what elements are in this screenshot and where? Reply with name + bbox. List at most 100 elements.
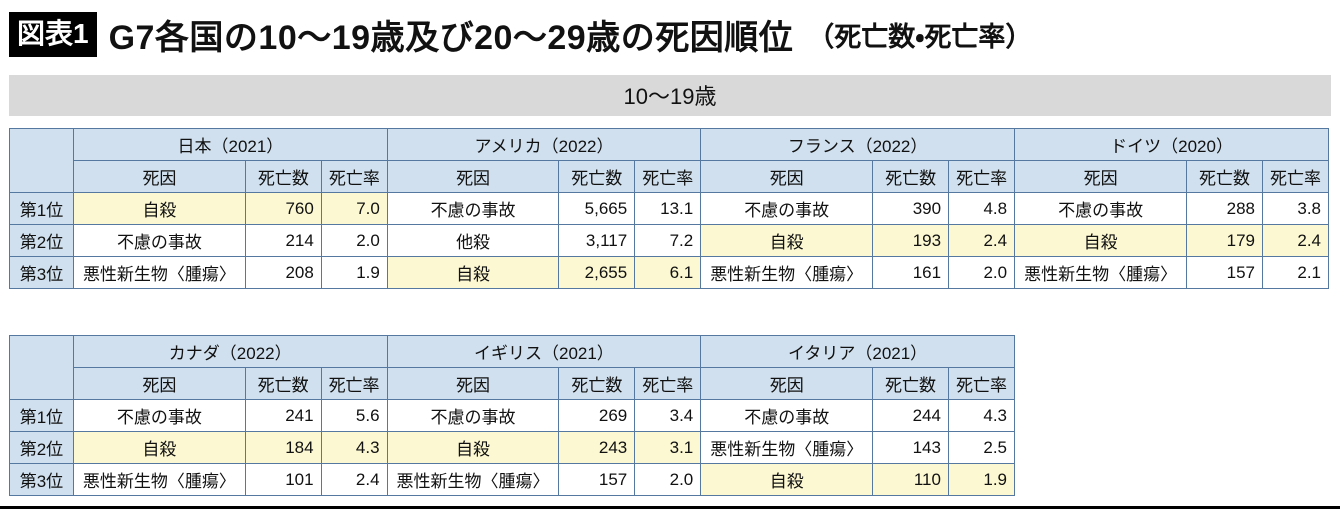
table-row: 第1位 自殺 760 7.0 不慮の事故 5,665 13.1 不慮の事故 390 4.8 不慮の事… xyxy=(9,192,1330,225)
deaths-cell: 101 xyxy=(244,463,322,496)
rank-corner-cell xyxy=(9,335,74,400)
section-header-age-10-19: 10〜19歳 xyxy=(9,75,1331,116)
deaths-cell: 5,665 xyxy=(558,192,636,225)
rate-cell: 2.0 xyxy=(634,463,702,496)
cause-column-header: 死因 xyxy=(700,160,874,193)
rank-label: 第2位 xyxy=(9,224,74,257)
cause-cell: 自殺 xyxy=(1014,224,1188,257)
figure-title-suffix: （死亡数・死亡率） xyxy=(807,22,1033,52)
rate-column-header: 死亡率 xyxy=(947,367,1016,400)
rate-cell: 4.3 xyxy=(947,399,1016,432)
deaths-cell: 157 xyxy=(1186,256,1263,289)
rate-cell: 7.0 xyxy=(320,192,388,225)
cause-cell: 他殺 xyxy=(386,224,560,257)
rate-cell: 2.1 xyxy=(1261,256,1330,289)
rate-cell: 4.3 xyxy=(320,431,388,464)
cause-column-header: 死因 xyxy=(72,160,246,193)
deaths-cell: 3,117 xyxy=(558,224,636,257)
deaths-cell: 161 xyxy=(872,256,950,289)
bottom-divider xyxy=(0,506,1340,509)
country-header: イタリア（2021） xyxy=(700,335,1015,368)
rate-column-header: 死亡率 xyxy=(320,367,388,400)
cause-cell: 不慮の事故 xyxy=(72,399,246,432)
rate-cell: 2.5 xyxy=(947,431,1016,464)
deaths-cell: 214 xyxy=(244,224,322,257)
table-row: 第2位 不慮の事故 214 2.0 他殺 3,117 7.2 自殺 193 2.4 自殺 179 2.4 xyxy=(9,224,1330,257)
deaths-cell: 390 xyxy=(872,192,950,225)
deaths-cell: 269 xyxy=(558,399,636,432)
rate-cell: 1.9 xyxy=(947,463,1016,496)
cause-cell: 不慮の事故 xyxy=(700,399,874,432)
cause-cell: 自殺 xyxy=(72,192,246,225)
cause-cell: 自殺 xyxy=(386,256,560,289)
cause-cell: 不慮の事故 xyxy=(1014,192,1188,225)
cause-column-header: 死因 xyxy=(386,160,560,193)
rate-cell: 2.4 xyxy=(320,463,388,496)
rate-cell: 7.2 xyxy=(634,224,702,257)
deaths-cell: 243 xyxy=(558,431,636,464)
table-row: 第3位 悪性新生物〈腫瘍〉 101 2.4 悪性新生物〈腫瘍〉 157 2.0 自殺 110 1.… xyxy=(9,463,1016,496)
rank-label: 第1位 xyxy=(9,399,74,432)
deaths-column-header: 死亡数 xyxy=(1186,160,1263,193)
country-header: フランス（2022） xyxy=(700,128,1016,161)
cause-column-header: 死因 xyxy=(1014,160,1188,193)
country-header: 日本（2021） xyxy=(72,128,388,161)
table-row: 第2位 自殺 184 4.3 自殺 243 3.1 悪性新生物〈腫瘍〉 143 2.5 xyxy=(9,431,1016,464)
cause-cell: 悪性新生物〈腫瘍〉 xyxy=(700,431,874,464)
rate-cell: 1.9 xyxy=(320,256,388,289)
cause-cell: 不慮の事故 xyxy=(386,192,560,225)
cause-cell: 自殺 xyxy=(386,431,560,464)
table-row: 第1位 不慮の事故 241 5.6 不慮の事故 269 3.4 不慮の事故 244 4.3 xyxy=(9,399,1016,432)
rank-label: 第3位 xyxy=(9,463,74,496)
deaths-column-header: 死亡数 xyxy=(244,160,322,193)
deaths-cell: 288 xyxy=(1186,192,1263,225)
rate-cell: 2.4 xyxy=(948,224,1016,257)
deaths-column-header: 死亡数 xyxy=(244,367,322,400)
table-row: 第3位 悪性新生物〈腫瘍〉 208 1.9 自殺 2,655 6.1 悪性新生物〈腫瘍〉 161… xyxy=(9,256,1330,289)
rate-column-header: 死亡率 xyxy=(634,367,702,400)
deaths-column-header: 死亡数 xyxy=(558,160,636,193)
rate-cell: 5.6 xyxy=(320,399,388,432)
rate-cell: 4.8 xyxy=(948,192,1016,225)
rate-cell: 2.0 xyxy=(948,256,1016,289)
deaths-cell: 760 xyxy=(244,192,322,225)
country-header: ドイツ（2020） xyxy=(1014,128,1329,161)
deaths-cell: 179 xyxy=(1186,224,1263,257)
deaths-cell: 244 xyxy=(872,399,949,432)
deaths-cell: 2,655 xyxy=(558,256,636,289)
rate-cell: 3.4 xyxy=(634,399,702,432)
cause-column-header: 死因 xyxy=(386,367,560,400)
cause-cell: 不慮の事故 xyxy=(386,399,560,432)
rate-column-header: 死亡率 xyxy=(948,160,1016,193)
table-spacer xyxy=(9,289,1331,335)
country-header: カナダ（2022） xyxy=(72,335,388,368)
cause-cell: 悪性新生物〈腫瘍〉 xyxy=(72,256,246,289)
cause-column-header: 死因 xyxy=(72,367,246,400)
cause-cell: 自殺 xyxy=(700,463,874,496)
mortality-table-group-2: カナダ（2022） イギリス（2021） イタリア（2021） 死因 死亡数 死亡率 死因死… xyxy=(9,335,1016,496)
cause-cell: 悪性新生物〈腫瘍〉 xyxy=(72,463,246,496)
rate-column-header: 死亡率 xyxy=(634,160,702,193)
rate-cell: 6.1 xyxy=(634,256,702,289)
cause-cell: 自殺 xyxy=(72,431,246,464)
cause-cell: 悪性新生物〈腫瘍〉 xyxy=(386,463,560,496)
rank-corner-cell xyxy=(9,128,74,193)
rate-cell: 13.1 xyxy=(634,192,702,225)
figure-title-text: G7各国の10〜19歳及び20〜29歳の死因順位 xyxy=(108,19,794,57)
figure-number-badge: 図表1 xyxy=(9,12,97,57)
cause-cell: 不慮の事故 xyxy=(700,192,874,225)
rank-label: 第2位 xyxy=(9,431,74,464)
rate-column-header: 死亡率 xyxy=(320,160,388,193)
rate-cell: 3.8 xyxy=(1261,192,1330,225)
deaths-column-header: 死亡数 xyxy=(872,367,949,400)
deaths-cell: 110 xyxy=(872,463,949,496)
rate-column-header: 死亡率 xyxy=(1261,160,1330,193)
cause-cell: 自殺 xyxy=(700,224,874,257)
deaths-cell: 184 xyxy=(244,431,322,464)
deaths-cell: 193 xyxy=(872,224,950,257)
deaths-cell: 208 xyxy=(244,256,322,289)
cause-column-header: 死因 xyxy=(700,367,874,400)
cause-cell: 悪性新生物〈腫瘍〉 xyxy=(700,256,874,289)
rank-label: 第3位 xyxy=(9,256,74,289)
figure-title: 図表1 G7各国の10〜19歳及び20〜29歳の死因順位 （死亡数・死亡率） xyxy=(9,10,1331,59)
